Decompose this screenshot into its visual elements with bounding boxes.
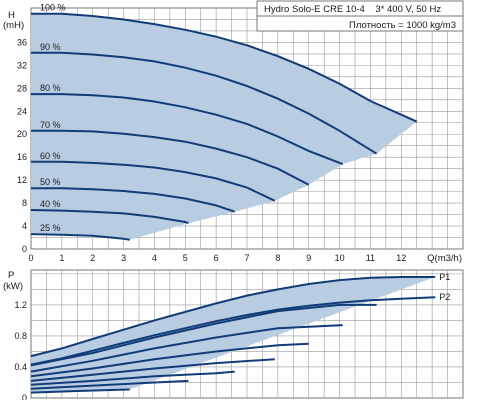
- y-tick-label: 36: [17, 37, 27, 47]
- power-curve-4: [30, 324, 343, 373]
- head-curve-labels: 100 % 90 % 80 % 70 % 60 % 50 % 40 % 25 %: [40, 3, 66, 233]
- y-tick-label: 0: [22, 244, 27, 254]
- x-tick-label: 4: [152, 253, 157, 263]
- head-curve-1: [31, 12, 418, 123]
- speed-label: 40 %: [40, 199, 61, 209]
- power-series-label: P2: [439, 292, 450, 302]
- head-curve-5: [31, 160, 276, 202]
- speed-label: 90 %: [40, 42, 61, 52]
- x-tick-label: 11: [366, 253, 375, 263]
- head-curve-7: [30, 209, 189, 225]
- operating-area: [31, 13, 417, 240]
- chart-title: Hydro Solo-E CRE 10-4 3* 400 V, 50 Hz: [264, 4, 441, 15]
- head-operating-area: [31, 13, 417, 240]
- y-tick-label: 12: [17, 175, 27, 185]
- power-curve-1: [30, 276, 436, 358]
- x-tick-label: 10: [335, 253, 345, 263]
- power-curve-8: [30, 379, 189, 390]
- power-curve-7: [30, 370, 235, 386]
- head-axis-unit: (mH): [3, 20, 24, 31]
- x-axis-tick-labels: 0 1 2 3 4 5 6 7 8 9 10 11 12: [28, 253, 406, 263]
- flow-axis-label: Q(m3/h): [427, 253, 462, 264]
- power-axis-label: P: [8, 270, 14, 281]
- speed-label: 50 %: [40, 177, 61, 187]
- power-curve-5: [30, 342, 309, 378]
- y-tick-label: 0.8: [14, 331, 27, 341]
- head-curve-3: [31, 93, 344, 166]
- chart-title-box: Hydro Solo-E CRE 10-4 3* 400 V, 50 Hz Пл…: [256, 0, 464, 32]
- power-curve-3: [30, 303, 377, 367]
- power-y-axis-tick-labels: 0 0.4 0.8 1.2: [14, 300, 27, 400]
- head-curve-8: [30, 233, 130, 241]
- y-tick-label: 0.4: [14, 362, 27, 372]
- head-curve-6: [31, 187, 236, 213]
- power-chart-panel: P1 P2 0 0.4 0.8 1.2: [14, 269, 464, 400]
- x-tick-label: 2: [90, 253, 95, 263]
- y-tick-label: 24: [17, 106, 27, 116]
- head-curves: [30, 12, 418, 241]
- power-curve-2: [30, 296, 436, 366]
- head-curve-4: [31, 129, 310, 186]
- speed-label: 100 %: [40, 3, 66, 13]
- power-axis-unit: (kW): [3, 281, 23, 292]
- y-tick-label: 8: [22, 198, 27, 208]
- speed-label: 60 %: [40, 151, 61, 161]
- x-tick-label: 3: [121, 253, 126, 263]
- speed-label: 80 %: [40, 83, 61, 93]
- y-tick-label: 0: [22, 393, 27, 400]
- x-tick-label: 1: [59, 253, 64, 263]
- power-curve-6: [30, 358, 275, 382]
- x-tick-label: 12: [396, 253, 406, 263]
- x-tick-label: 7: [244, 253, 249, 263]
- y-tick-label: 1.2: [14, 300, 27, 310]
- head-curve-2: [31, 51, 378, 155]
- power-series-label: P1: [439, 272, 450, 282]
- power-curve-9: [30, 388, 130, 394]
- speed-label: 25 %: [40, 223, 61, 233]
- x-tick-label: 8: [275, 253, 280, 263]
- y-tick-label: 4: [22, 221, 27, 231]
- y-tick-label: 16: [17, 152, 27, 162]
- speed-label: 70 %: [40, 120, 61, 130]
- y-tick-label: 20: [17, 129, 27, 139]
- power-curves: [30, 276, 436, 394]
- y-tick-label: 32: [17, 60, 27, 70]
- power-curve-labels: P1 P2: [439, 272, 450, 302]
- x-tick-label: 5: [183, 253, 188, 263]
- y-tick-label: 28: [17, 83, 27, 93]
- x-tick-label: 0: [28, 253, 33, 263]
- x-tick-label: 6: [214, 253, 219, 263]
- x-tick-label: 9: [306, 253, 311, 263]
- head-axis-label: H: [8, 10, 15, 21]
- head-y-axis-tick-labels: 0 4 8 12 16 20 24 28 32 36: [17, 37, 27, 254]
- chart-subtitle: Плотность = 1000 kg/m3: [349, 20, 456, 31]
